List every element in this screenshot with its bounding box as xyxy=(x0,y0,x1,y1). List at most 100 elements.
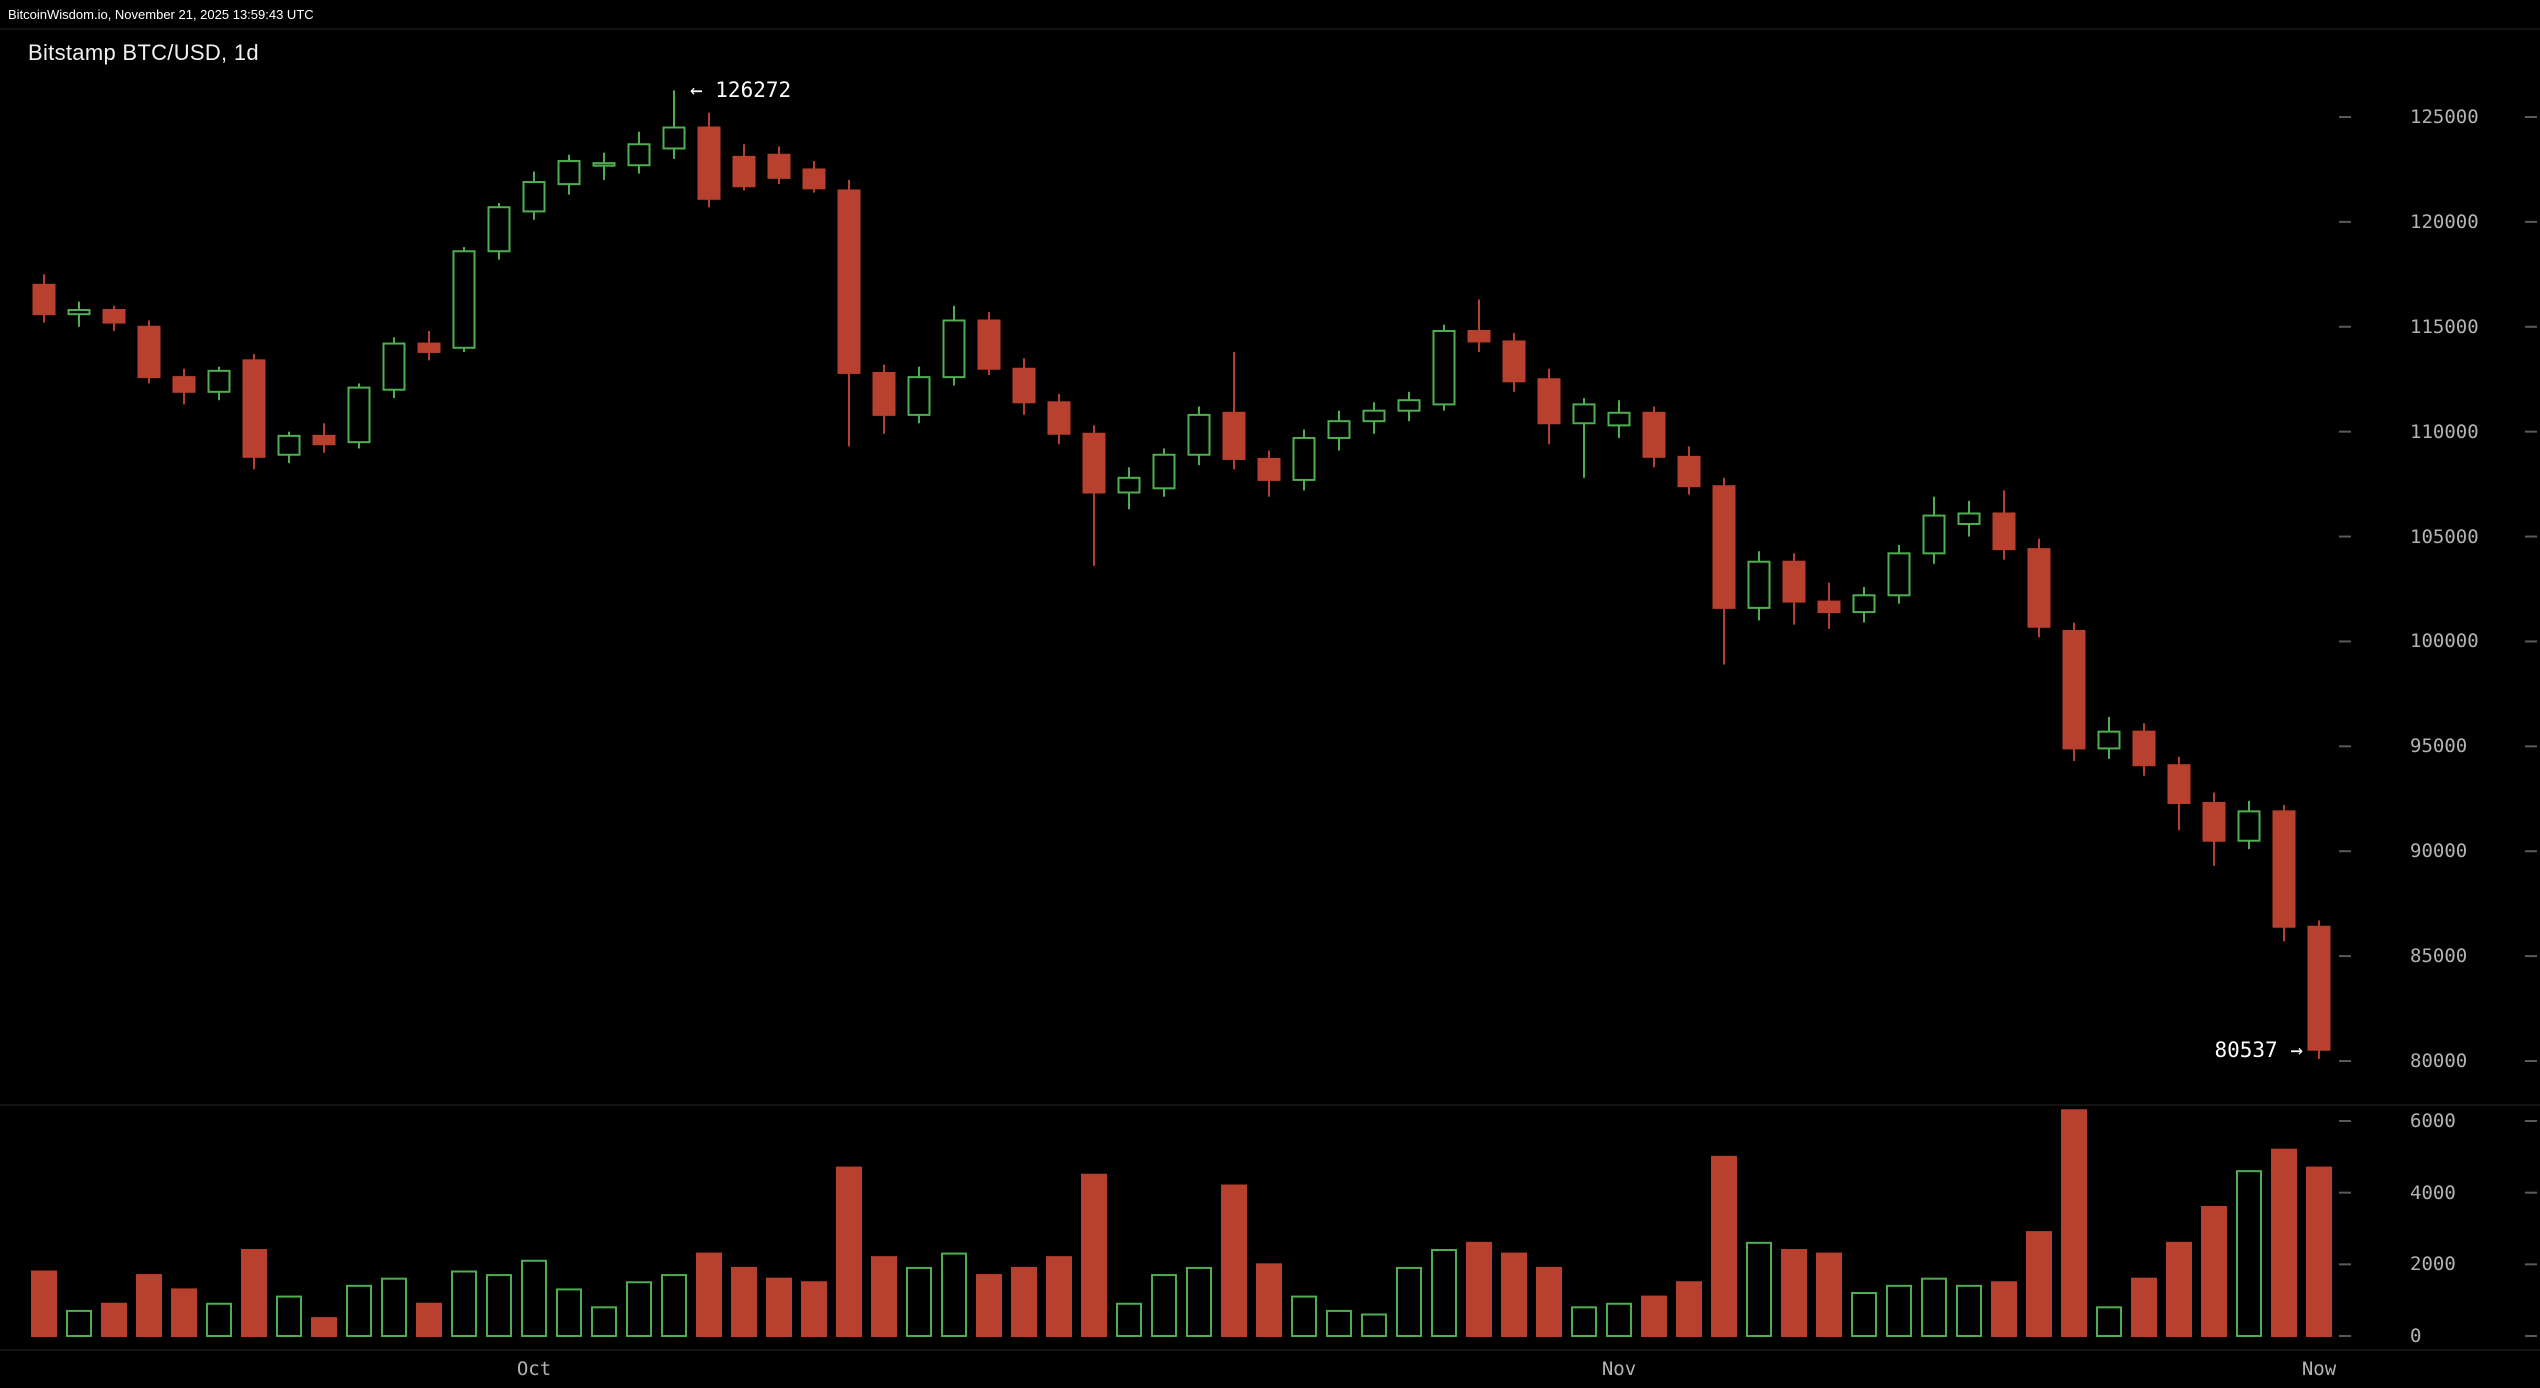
volume-bar xyxy=(486,1274,512,1338)
candle-body xyxy=(1362,409,1386,423)
candle-body xyxy=(312,434,336,446)
candle-body xyxy=(1152,453,1176,490)
volume-bar xyxy=(1781,1249,1807,1337)
volume-axis-label: 0 xyxy=(2410,1325,2422,1347)
volume-bar xyxy=(1291,1295,1317,1338)
volume-bar xyxy=(31,1270,57,1337)
time-axis-label-oct: Oct xyxy=(516,1358,552,1380)
volume-bar xyxy=(1116,1302,1142,1337)
candle-body xyxy=(1117,476,1141,494)
volume-bar xyxy=(416,1302,442,1337)
candle-body xyxy=(1642,411,1666,458)
volume-bar xyxy=(871,1256,897,1337)
status-text: BitcoinWisdom.io, November 21, 2025 13:5… xyxy=(8,7,314,22)
volume-bar xyxy=(1851,1292,1877,1337)
price-axis-label: 85000 xyxy=(2410,945,2468,968)
volume-bar xyxy=(1991,1281,2017,1337)
volume-bar xyxy=(1571,1306,1597,1338)
volume-bar xyxy=(1396,1266,1422,1337)
candle-body xyxy=(802,168,826,190)
candle-body xyxy=(207,369,231,393)
volume-bar xyxy=(1921,1277,1947,1337)
price-axis-label: 125000 xyxy=(2410,106,2479,128)
candle-body xyxy=(2132,730,2156,767)
candle-body xyxy=(2237,810,2261,842)
price-axis-label: 100000 xyxy=(2410,630,2479,653)
candle-body xyxy=(1782,560,1806,603)
volume-bar xyxy=(66,1309,92,1337)
candle-body xyxy=(137,325,161,379)
candle-body xyxy=(697,126,721,200)
candle-body xyxy=(872,371,896,416)
candle-body xyxy=(1082,432,1106,494)
candle-body xyxy=(1607,411,1631,427)
candle-body xyxy=(592,162,616,167)
volume-bar xyxy=(206,1302,232,1337)
volume-bar xyxy=(346,1284,372,1338)
candle-body xyxy=(1817,600,1841,614)
candle-body xyxy=(242,359,266,458)
candle-body xyxy=(102,308,126,324)
volume-axis-label: 6000 xyxy=(2410,1110,2456,1132)
candle-body xyxy=(837,189,861,374)
volume-bar xyxy=(2201,1206,2227,1337)
time-axis: Oct Nov Now xyxy=(0,1356,2540,1388)
volume-bar xyxy=(1676,1281,1702,1337)
candle-body xyxy=(1292,436,1316,481)
volume-bar xyxy=(521,1259,547,1337)
volume-bar xyxy=(1011,1266,1037,1337)
chart-title: Bitstamp BTC/USD, 1d xyxy=(28,40,259,65)
price-axis-label: 115000 xyxy=(2410,315,2479,338)
volume-bar xyxy=(101,1302,127,1337)
volume-bar xyxy=(941,1252,967,1338)
price-axis-label: 95000 xyxy=(2410,735,2468,758)
volume-bar xyxy=(171,1288,197,1337)
candle-body xyxy=(1257,457,1281,481)
candle-body xyxy=(1572,403,1596,425)
volume-bar xyxy=(1641,1295,1667,1338)
candle-body xyxy=(1467,329,1491,343)
volume-bar xyxy=(1956,1284,1982,1338)
candle-body xyxy=(2097,730,2121,750)
volume-bar xyxy=(1046,1256,1072,1337)
volume-bar xyxy=(1361,1313,1387,1337)
volume-bar xyxy=(2236,1170,2262,1337)
candle-body xyxy=(1432,329,1456,406)
volume-bar xyxy=(2271,1148,2297,1337)
candle-body xyxy=(1712,485,1736,609)
volume-bar xyxy=(1326,1309,1352,1337)
candle-body xyxy=(522,181,546,213)
volume-bar xyxy=(766,1277,792,1337)
candle-body xyxy=(1012,367,1036,404)
current-price-annotation: 80537 → xyxy=(2214,1037,2303,1062)
candle-body xyxy=(557,160,581,186)
volume-bar xyxy=(906,1266,932,1337)
volume-bar xyxy=(451,1270,477,1337)
volume-bar xyxy=(976,1274,1002,1338)
candle-body xyxy=(347,386,371,444)
price-axis-label: 110000 xyxy=(2410,420,2479,443)
volume-bar xyxy=(661,1274,687,1338)
candle-body xyxy=(977,319,1001,370)
volume-bar xyxy=(1431,1249,1457,1337)
candle-body xyxy=(1222,411,1246,460)
volume-bar xyxy=(1711,1155,1737,1338)
candle-body xyxy=(1187,413,1211,456)
volume-bar xyxy=(2306,1166,2332,1338)
volume-bar xyxy=(1536,1266,1562,1337)
volume-bar xyxy=(731,1266,757,1337)
candle-body xyxy=(2307,925,2331,1051)
candle-body xyxy=(32,283,56,316)
volume-bar xyxy=(1746,1241,1772,1338)
volume-axis-label: 4000 xyxy=(2410,1181,2456,1204)
volume-bar xyxy=(311,1317,337,1338)
volume-bar xyxy=(1816,1252,1842,1338)
volume-bar xyxy=(1886,1284,1912,1338)
candle-body xyxy=(1747,560,1771,609)
volume-bar xyxy=(2096,1306,2122,1338)
candle-body xyxy=(452,250,476,349)
candle-body xyxy=(67,308,91,316)
ath-price-annotation: ← 126272 xyxy=(690,78,792,103)
candle-body xyxy=(1957,512,1981,525)
